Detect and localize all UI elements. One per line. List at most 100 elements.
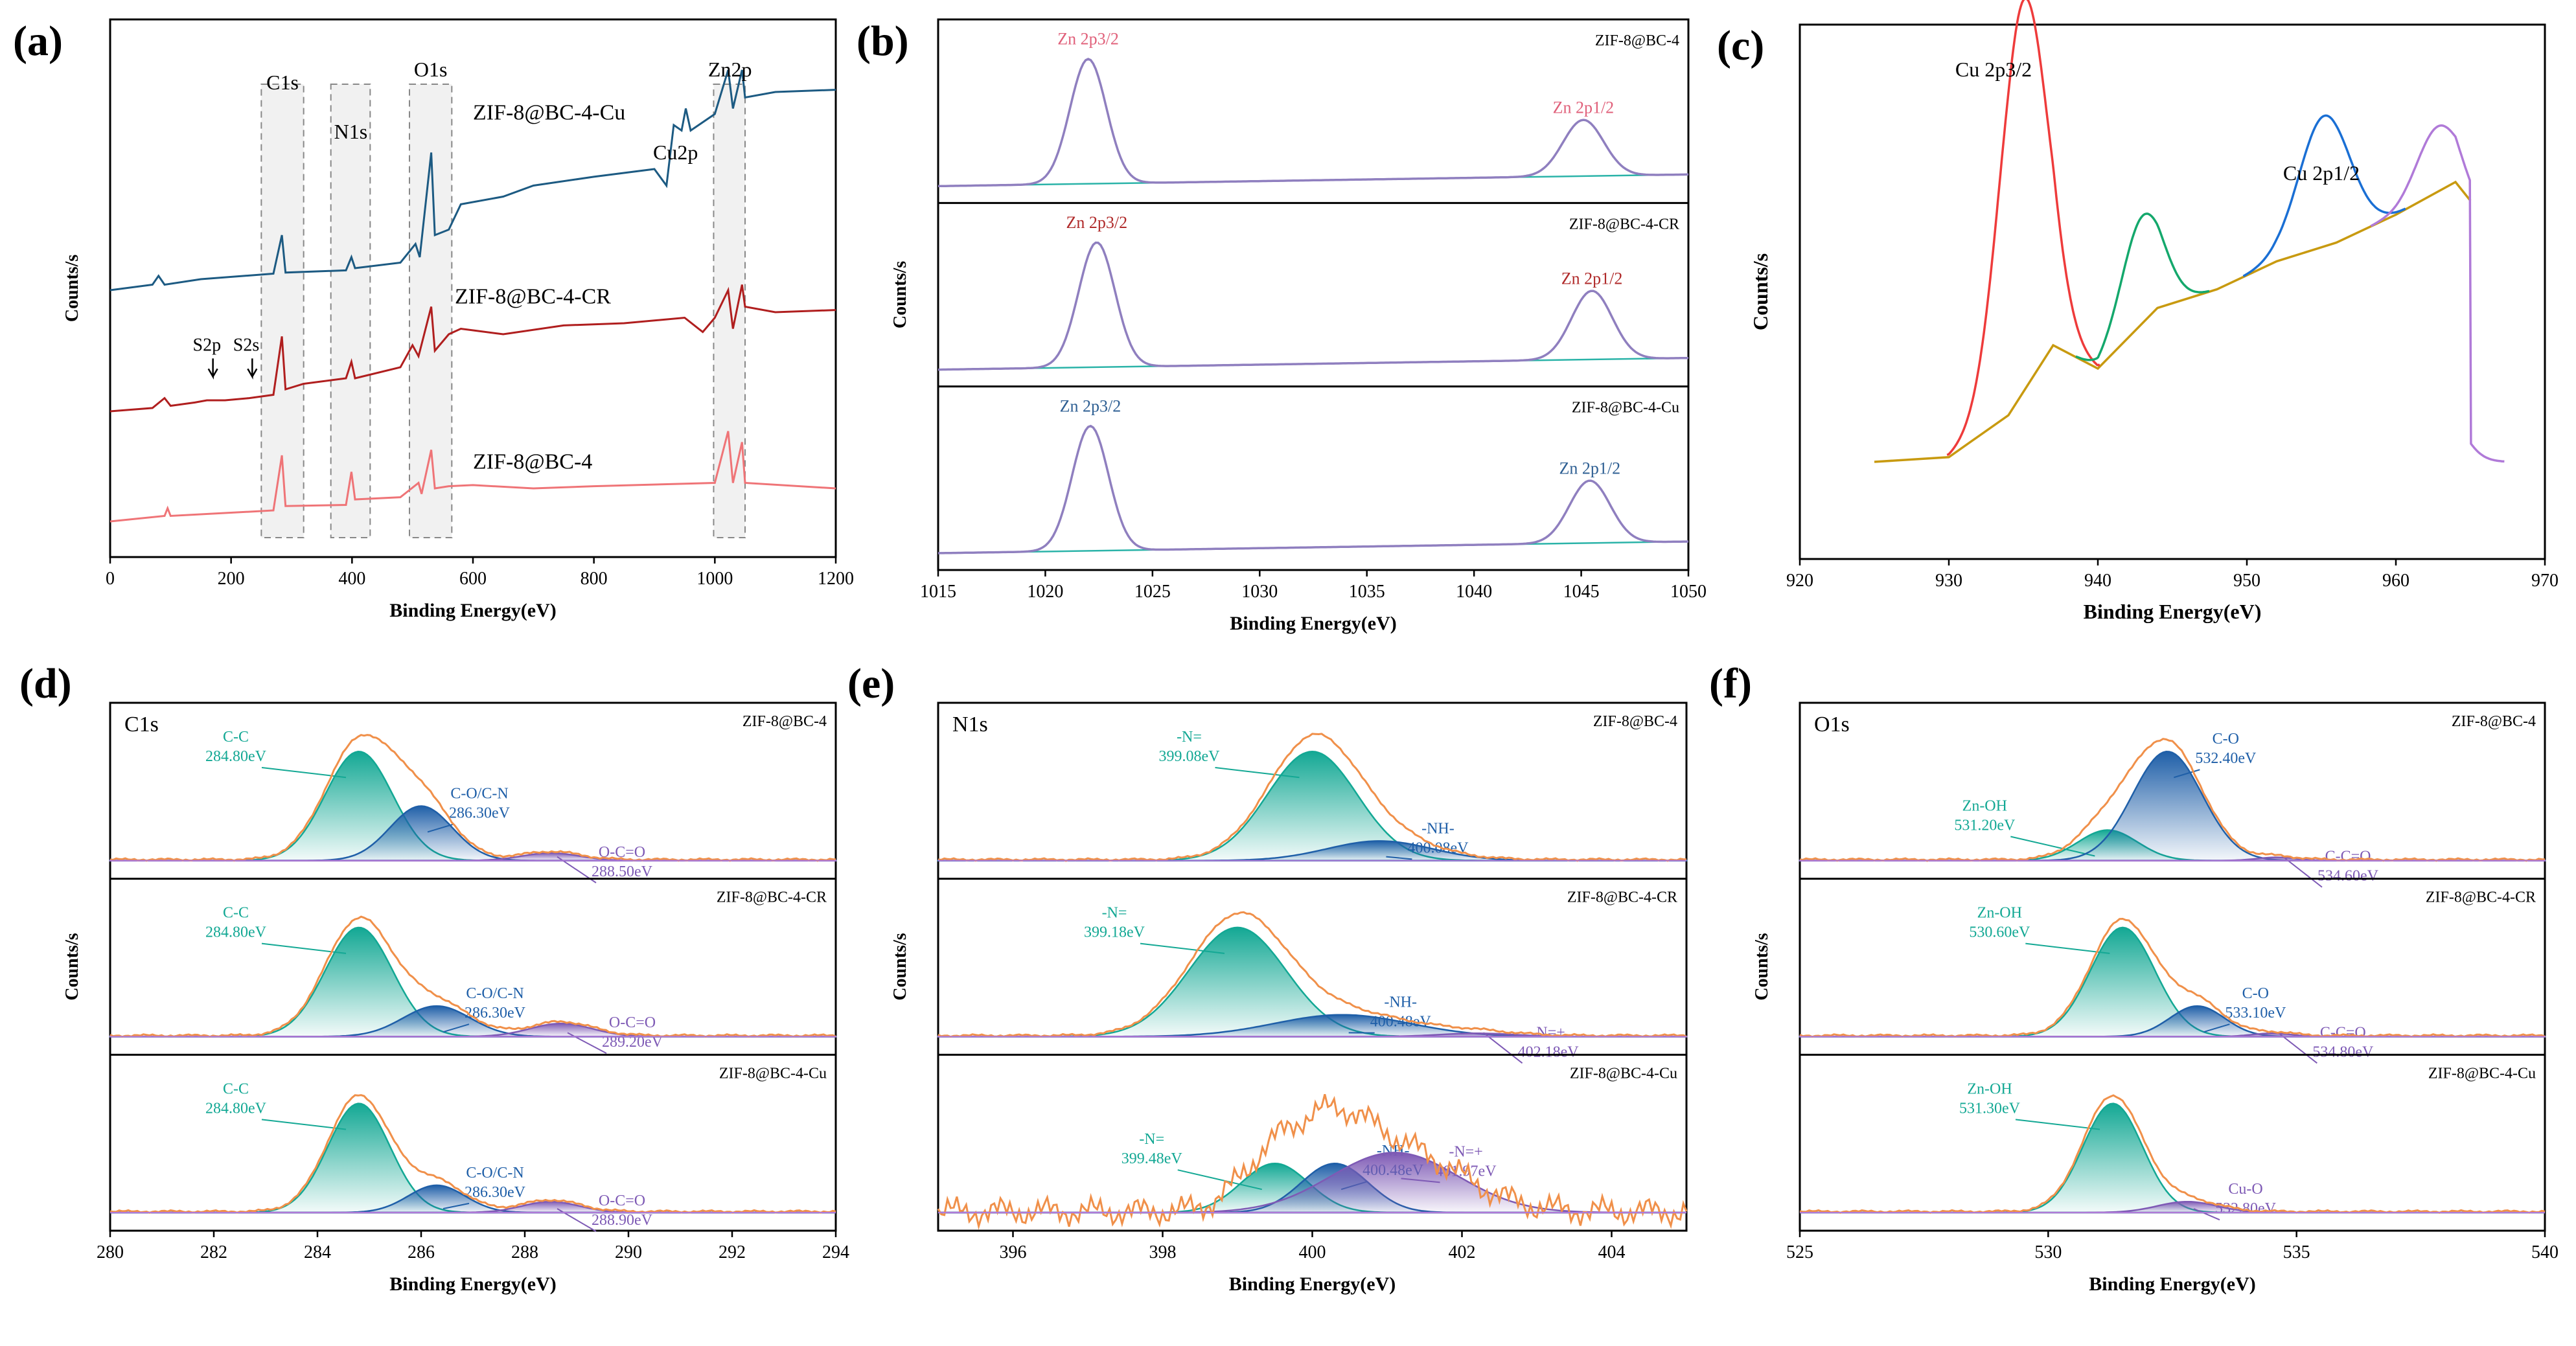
x-tick-label: 1200 <box>818 569 854 589</box>
y-axis-label: Counts/s <box>62 933 82 1000</box>
x-tick-label: 960 <box>2382 571 2409 591</box>
panel-label: (a) <box>13 17 63 65</box>
x-tick-label: 398 <box>1149 1242 1177 1262</box>
peak-name-label: -NH- <box>1384 994 1417 1011</box>
peak-name-label: -N= <box>1102 905 1127 922</box>
x-tick-label: 400 <box>338 569 365 589</box>
peak-label: Zn 2p3/2 <box>1057 30 1119 49</box>
panel-label: (e) <box>847 660 895 707</box>
sample-label: ZIF-8@BC-4 <box>1595 32 1679 49</box>
peak-energy-label: 530.60eV <box>1969 924 2030 941</box>
peak-pointer <box>2193 1208 2220 1221</box>
x-tick-label: 940 <box>2084 571 2111 591</box>
peak-name-label: C-O/C-N <box>466 985 523 1002</box>
cu-component-peak <box>2242 114 2406 277</box>
x-tick-label: 1000 <box>696 569 733 589</box>
x-tick-label: 292 <box>719 1242 746 1262</box>
sample-label: ZIF-8@BC-4-Cu <box>1572 400 1679 416</box>
y-axis-label: Counts/s <box>1752 933 1772 1000</box>
x-tick-label: 1020 <box>1027 582 1063 602</box>
peak-name-label: C-C=O <box>2320 1024 2366 1041</box>
peak-name-label: C-O/C-N <box>450 785 508 802</box>
element-annotation: Zn2p <box>708 58 752 81</box>
peak-name-label: -NH- <box>1421 820 1455 837</box>
series-label: ZIF-8@BC-4-CR <box>455 284 611 308</box>
peak-energy-label: 531.30eV <box>1959 1100 2021 1117</box>
sample-label: ZIF-8@BC-4-CR <box>2426 889 2536 906</box>
peak-pointer <box>427 823 454 833</box>
peak-name-label: C-C <box>223 729 249 746</box>
sample-label: ZIF-8@BC-4 <box>1593 713 1677 730</box>
x-tick-label: 1015 <box>920 582 956 602</box>
region-label: N1s <box>952 713 988 736</box>
peak-label: Zn 2p1/2 <box>1553 98 1615 117</box>
element-annotation: N1s <box>334 120 368 143</box>
peak-pointer <box>1215 767 1300 779</box>
plot-frame <box>937 18 1690 571</box>
x-tick-label: 1040 <box>1456 582 1492 602</box>
y-axis-label: Counts/s <box>890 933 910 1000</box>
x-tick-label: 402 <box>1449 1242 1476 1262</box>
peak-name-label: C-O/C-N <box>466 1165 523 1181</box>
x-tick-label: 920 <box>1786 571 1813 591</box>
sample-label: ZIF-8@BC-4-CR <box>1567 889 1677 906</box>
peak-label: Cu 2p1/2 <box>2283 161 2360 185</box>
element-annotation: Cu2p <box>653 141 698 164</box>
peak-energy-label: 400.08eV <box>1407 839 1469 856</box>
survey-spectrum <box>109 431 836 523</box>
plot-frame <box>1799 23 2546 560</box>
sample-label: ZIF-8@BC-4-CR <box>1569 216 1679 233</box>
peak-energy-label: 288.50eV <box>592 863 653 880</box>
zn-spectrum <box>937 424 1689 554</box>
x-tick-label: 1035 <box>1349 582 1385 602</box>
peak-pointer <box>261 1119 347 1130</box>
peak-pointer <box>2010 836 2095 857</box>
peak-energy-label: 399.18eV <box>1084 924 1145 941</box>
x-tick-label: 1050 <box>1670 582 1707 602</box>
sample-label: ZIF-8@BC-4-Cu <box>719 1065 827 1082</box>
peak-name-label: -N=+ <box>1449 1143 1482 1160</box>
x-axis-label: Binding Energy(eV) <box>389 1273 557 1295</box>
peak-label: Cu 2p3/2 <box>1955 58 2032 81</box>
peak-name-label: O-C=O <box>609 1014 656 1031</box>
peak-pointer <box>1386 856 1412 860</box>
peak-energy-label: 286.30eV <box>449 804 511 821</box>
x-tick-label: 525 <box>1786 1242 1813 1262</box>
plot-frame <box>1799 702 2546 1232</box>
peak-pointer <box>2025 942 2110 954</box>
peak-name-label: C-O <box>2242 985 2269 1002</box>
peak-energy-label: 288.90eV <box>592 1212 653 1229</box>
cu-component-peak <box>2370 124 2505 463</box>
panel-label: (d) <box>19 660 72 707</box>
region-label: C1s <box>124 713 159 736</box>
fitted-peak <box>937 750 1688 861</box>
x-tick-label: 535 <box>2283 1242 2310 1262</box>
sample-label: ZIF-8@BC-4 <box>2452 713 2536 730</box>
peak-pointer <box>1177 1169 1262 1191</box>
peak-label: Zn 2p3/2 <box>1066 213 1128 232</box>
element-annotation: C1s <box>266 71 299 94</box>
element-annotation: S2p <box>193 336 222 356</box>
peak-name-label: Zn-OH <box>1967 1080 2012 1097</box>
series-label: ZIF-8@BC-4-Cu <box>473 101 625 125</box>
x-axis-label: Binding Energy(eV) <box>389 600 557 621</box>
peak-energy-label: 286.30eV <box>465 1005 526 1021</box>
x-tick-label: 280 <box>97 1242 124 1262</box>
x-tick-label: 800 <box>581 569 608 589</box>
peak-energy-label: 531.20eV <box>1954 817 2016 834</box>
element-annotation: S2s <box>233 336 259 356</box>
y-axis-label: Counts/s <box>62 255 82 322</box>
x-tick-label: 600 <box>459 569 487 589</box>
peak-pointer <box>1401 1178 1440 1183</box>
peak-pointer <box>2015 1119 2100 1130</box>
background-curve <box>1874 180 2472 463</box>
peak-pointer <box>443 1023 470 1033</box>
x-tick-label: 1025 <box>1134 582 1171 602</box>
peak-name-label: Zn-OH <box>1962 798 2007 815</box>
fitted-peak <box>1799 751 2546 861</box>
peak-pointer <box>2174 769 2200 779</box>
peak-name-label: Zn-OH <box>1977 905 2022 922</box>
panel-label: (b) <box>857 17 909 65</box>
peak-energy-label: 284.80eV <box>205 1100 267 1117</box>
x-tick-label: 282 <box>200 1242 227 1262</box>
